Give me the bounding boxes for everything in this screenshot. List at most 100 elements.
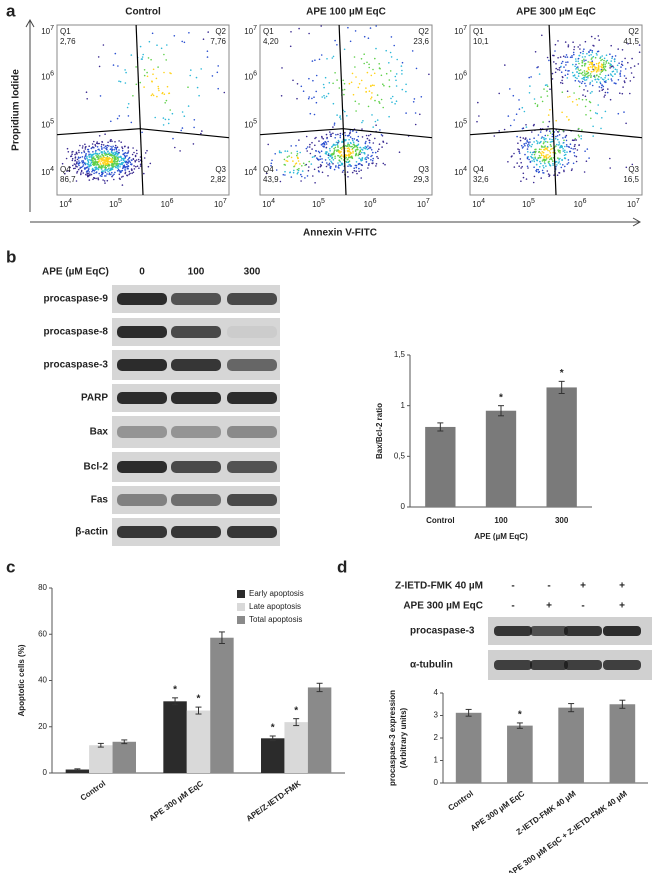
blot-band [227, 494, 277, 506]
event-dot [324, 159, 327, 161]
event-dot [139, 165, 142, 167]
event-dot [525, 124, 527, 126]
event-dot [603, 81, 606, 83]
event-dot [126, 161, 129, 164]
event-dot [122, 167, 124, 169]
event-dot [352, 130, 354, 132]
event-dot [633, 65, 636, 67]
event-dot [102, 164, 104, 166]
event-dot [169, 109, 171, 111]
event-dot [581, 56, 584, 58]
event-dot [132, 95, 134, 97]
event-dot [522, 146, 524, 148]
blot-band [171, 494, 221, 506]
event-dot [304, 164, 306, 167]
event-dot [84, 148, 87, 150]
event-dot [337, 154, 339, 157]
event-dot [358, 167, 360, 170]
event-dot [104, 171, 107, 173]
event-dot [296, 168, 299, 171]
event-dot [122, 159, 125, 161]
event-dot [572, 51, 575, 54]
event-dot [349, 155, 351, 158]
event-dot [581, 61, 584, 64]
event-dot [573, 48, 575, 51]
event-dot [366, 71, 369, 74]
event-dot [507, 115, 510, 117]
event-dot [347, 134, 350, 137]
blot-band [171, 526, 221, 538]
event-dot [605, 81, 607, 84]
tick-base: 10 [41, 120, 50, 129]
event-dot [619, 70, 622, 72]
event-dot [171, 112, 174, 115]
event-dot [573, 145, 576, 148]
event-dot [354, 164, 357, 167]
event-dot [120, 163, 122, 166]
event-dot [127, 159, 129, 161]
event-dot [200, 132, 202, 135]
event-dot [547, 114, 550, 116]
event-dot [587, 71, 590, 74]
event-dot [98, 156, 100, 158]
event-dot [138, 167, 140, 169]
event-dot [77, 156, 80, 158]
event-dot [601, 84, 603, 86]
event-dot [414, 123, 417, 126]
event-dot [149, 162, 152, 165]
event-dot [589, 73, 592, 75]
event-dot [80, 173, 82, 176]
event-dot [605, 80, 607, 82]
event-dot [95, 162, 97, 164]
event-dot [314, 182, 316, 184]
y-tick-label: 2 [434, 733, 439, 742]
event-dot [323, 144, 326, 146]
event-dot [582, 94, 584, 96]
event-dot [373, 72, 376, 75]
tick-exponent: 7 [636, 198, 640, 205]
event-dot [517, 142, 519, 144]
event-dot [301, 170, 304, 172]
event-dot [92, 151, 94, 153]
event-dot [356, 146, 359, 149]
event-dot [564, 69, 567, 72]
event-dot [129, 172, 131, 175]
event-dot [522, 172, 525, 175]
event-dot [321, 135, 323, 138]
event-dot [623, 75, 626, 77]
event-dot [348, 143, 350, 146]
event-dot [361, 151, 363, 154]
event-dot [575, 155, 578, 158]
event-dot [599, 56, 602, 58]
event-dot [573, 151, 575, 154]
event-dot [533, 160, 536, 163]
event-dot [355, 145, 358, 148]
event-dot [311, 60, 314, 62]
event-dot [349, 151, 352, 154]
event-dot [120, 159, 122, 161]
event-dot [361, 157, 364, 159]
blot-label: procaspase-8 [44, 327, 109, 338]
event-dot [543, 136, 545, 139]
event-dot [579, 72, 581, 74]
event-dot [536, 142, 539, 145]
axis-label: Propidium Iodide [11, 69, 22, 151]
event-dot [96, 146, 99, 148]
event-dot [585, 98, 588, 101]
event-dot [314, 144, 316, 147]
event-dot [543, 157, 545, 159]
event-dot [93, 170, 96, 172]
event-dot [519, 158, 522, 160]
tick-base: 10 [417, 200, 426, 209]
event-dot [355, 161, 358, 163]
event-dot [525, 142, 527, 144]
event-dot [365, 147, 367, 150]
event-dot [581, 80, 584, 83]
event-dot [305, 135, 308, 138]
event-dot [105, 169, 107, 171]
event-dot [332, 126, 334, 128]
event-dot [95, 171, 98, 173]
event-dot [358, 170, 360, 173]
event-dot [76, 161, 78, 163]
event-dot [589, 49, 591, 51]
